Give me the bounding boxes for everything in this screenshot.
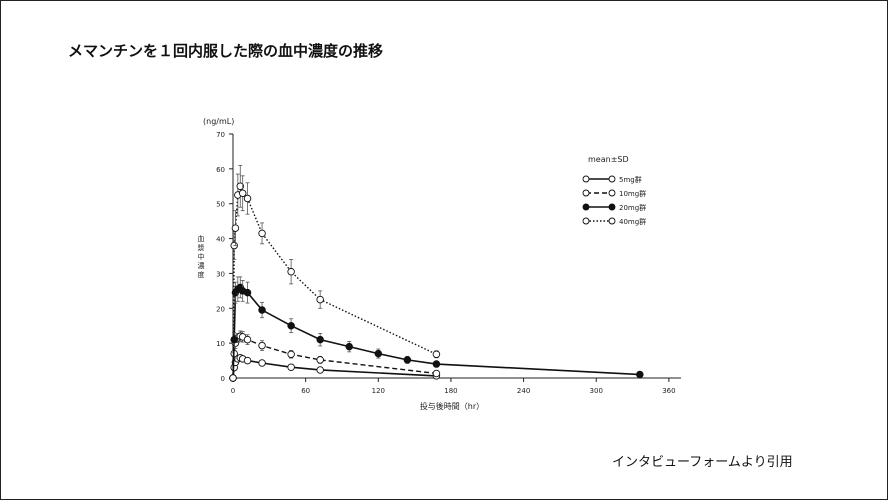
legend-marker xyxy=(608,217,616,225)
data-point xyxy=(316,356,324,364)
x-tick-label: 0 xyxy=(231,387,235,395)
data-point xyxy=(432,369,441,378)
source-note: インタビューフォームより引用 xyxy=(612,455,793,470)
legend-item: 40mg群 xyxy=(582,217,646,226)
legend-title: mean±SD xyxy=(588,155,629,164)
y-tick-label: 50 xyxy=(216,201,225,209)
legend-label: 10mg群 xyxy=(619,189,646,198)
data-point xyxy=(345,342,353,351)
data-point xyxy=(316,295,324,304)
y-tick-label: 20 xyxy=(216,305,225,313)
legend-marker xyxy=(582,217,590,225)
series-2 xyxy=(229,330,441,382)
y-tick-label: 0 xyxy=(221,375,225,383)
data-point xyxy=(229,374,237,382)
data-point xyxy=(636,370,644,379)
data-point xyxy=(258,229,266,238)
legend-label: 20mg群 xyxy=(619,203,646,212)
x-tick-label: 240 xyxy=(517,387,530,395)
y-ticks: 0 10 20 30 40 50 60 70 xyxy=(216,131,233,383)
y-tick-label: 10 xyxy=(216,340,225,348)
series-4 xyxy=(229,164,441,382)
y-tick-label: 70 xyxy=(216,131,225,139)
legend-label: 5mg群 xyxy=(619,175,642,184)
x-tick-label: 300 xyxy=(590,387,603,395)
x-tick-label: 120 xyxy=(372,387,385,395)
y-tick-label: 60 xyxy=(216,166,225,174)
data-point xyxy=(238,189,247,198)
series-3 xyxy=(229,276,644,382)
data-point xyxy=(287,321,295,330)
data-point xyxy=(287,363,295,371)
data-point xyxy=(374,349,383,358)
data-point xyxy=(287,350,295,359)
y-axis-unit: (ng/mL) xyxy=(203,117,234,126)
data-point xyxy=(432,350,441,359)
legend-item: 5mg群 xyxy=(582,175,642,184)
y-axis-label-char: 血 xyxy=(198,234,205,243)
data-point xyxy=(287,267,295,276)
y-axis-label-char: 度 xyxy=(198,270,205,279)
data-point xyxy=(231,224,240,232)
slide-title: メマンチンを１回内服した際の血中濃度の推移 xyxy=(68,42,384,60)
data-point xyxy=(403,356,412,364)
x-ticks: 0 60 120 180 240 300 360 xyxy=(231,378,676,395)
data-point xyxy=(258,359,266,367)
data-point xyxy=(316,366,324,374)
legend-marker xyxy=(582,175,590,183)
legend-marker xyxy=(582,203,590,211)
y-axis-label-char: 漿 xyxy=(198,243,205,252)
data-point xyxy=(230,335,238,344)
chart-axes xyxy=(232,134,681,379)
x-tick-label: 360 xyxy=(662,387,675,395)
legend-item: 20mg群 xyxy=(582,203,646,212)
legend-marker xyxy=(608,189,616,197)
y-axis-label-char: 中 xyxy=(198,252,205,261)
data-point xyxy=(258,341,266,350)
legend: mean±SD 5mg群 10mg群 20mg群 40mg群 xyxy=(582,155,646,226)
data-point xyxy=(432,360,441,368)
data-point xyxy=(316,335,324,344)
data-point xyxy=(243,194,252,203)
y-tick-label: 30 xyxy=(216,270,225,278)
series-line xyxy=(232,335,437,379)
data-point xyxy=(243,335,252,344)
legend-item: 10mg群 xyxy=(582,189,646,198)
legend-label: 40mg群 xyxy=(619,217,646,226)
legend-marker xyxy=(608,203,616,211)
x-axis-label: 投与後時間（hr） xyxy=(420,401,484,411)
data-point xyxy=(243,356,252,365)
y-tick-label: 40 xyxy=(216,236,225,244)
y-axis-label-char: 濃 xyxy=(198,261,205,270)
data-point xyxy=(258,306,266,314)
legend-marker xyxy=(582,189,590,197)
series-layer xyxy=(229,164,644,382)
legend-marker xyxy=(608,175,616,183)
data-point xyxy=(236,182,245,191)
x-tick-label: 60 xyxy=(301,387,310,395)
data-point xyxy=(243,288,252,297)
x-tick-label: 180 xyxy=(444,387,457,395)
series-line xyxy=(232,183,437,379)
